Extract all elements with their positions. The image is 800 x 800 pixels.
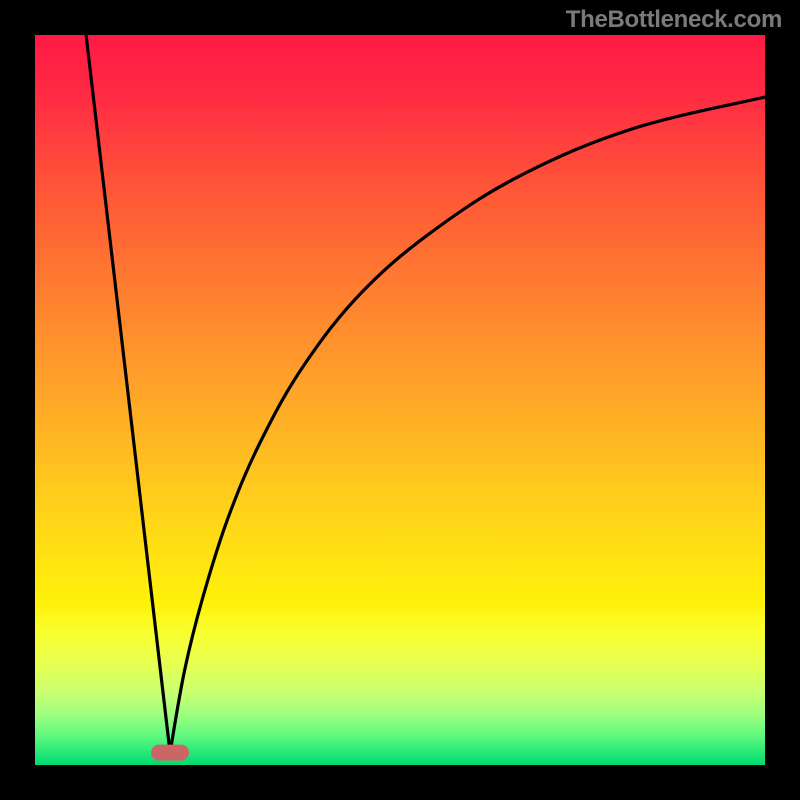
watermark-text: TheBottleneck.com bbox=[566, 6, 782, 34]
chart-container: TheBottleneck.com bbox=[0, 0, 800, 800]
optimal-point-marker bbox=[151, 745, 189, 761]
plot-background bbox=[35, 35, 765, 765]
bottleneck-chart bbox=[0, 0, 800, 800]
